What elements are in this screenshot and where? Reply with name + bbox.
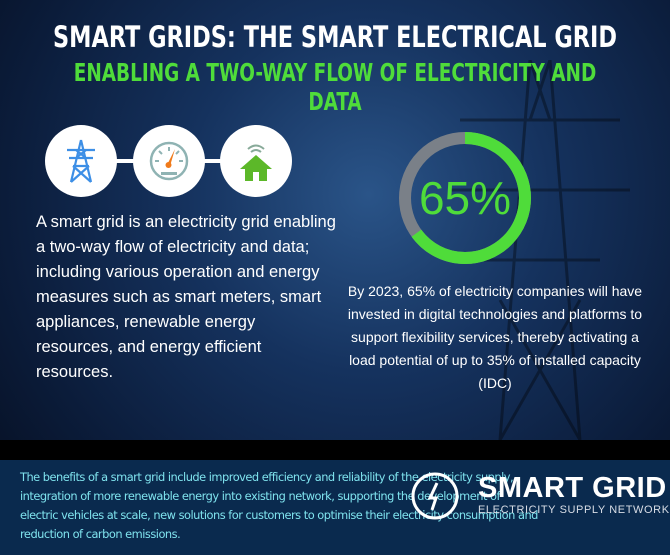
stat-value: 65% xyxy=(419,172,511,224)
smart-grid-description: A smart grid is an electricity grid enab… xyxy=(36,213,336,381)
logo-subtitle: ELECTRICITY SUPPLY NETWORK xyxy=(478,504,670,516)
connector-line xyxy=(110,159,140,163)
stat-description: By 2023, 65% of electricity companies wi… xyxy=(347,283,643,391)
footer-band xyxy=(0,460,670,555)
ring-fill xyxy=(399,132,531,264)
transmission-tower-icon xyxy=(45,125,117,197)
connector-line xyxy=(200,159,230,163)
meter-gauge-icon xyxy=(133,125,205,197)
page-subtitle: ENABLING A TWO-WAY FLOW OF ELECTRICITY A… xyxy=(73,58,597,116)
progress-ring: 65% xyxy=(399,132,531,264)
divider-band xyxy=(0,440,670,460)
lightning-bolt-icon xyxy=(411,472,459,520)
smart-home-icon xyxy=(220,125,292,197)
page-title: SMART GRIDS: THE SMART ELECTRICAL GRID xyxy=(52,20,618,54)
pylon-background-icon xyxy=(450,60,630,440)
footer-text: The benefits of a smart grid include imp… xyxy=(20,470,538,541)
logo-title: SMART GRID xyxy=(478,472,667,504)
